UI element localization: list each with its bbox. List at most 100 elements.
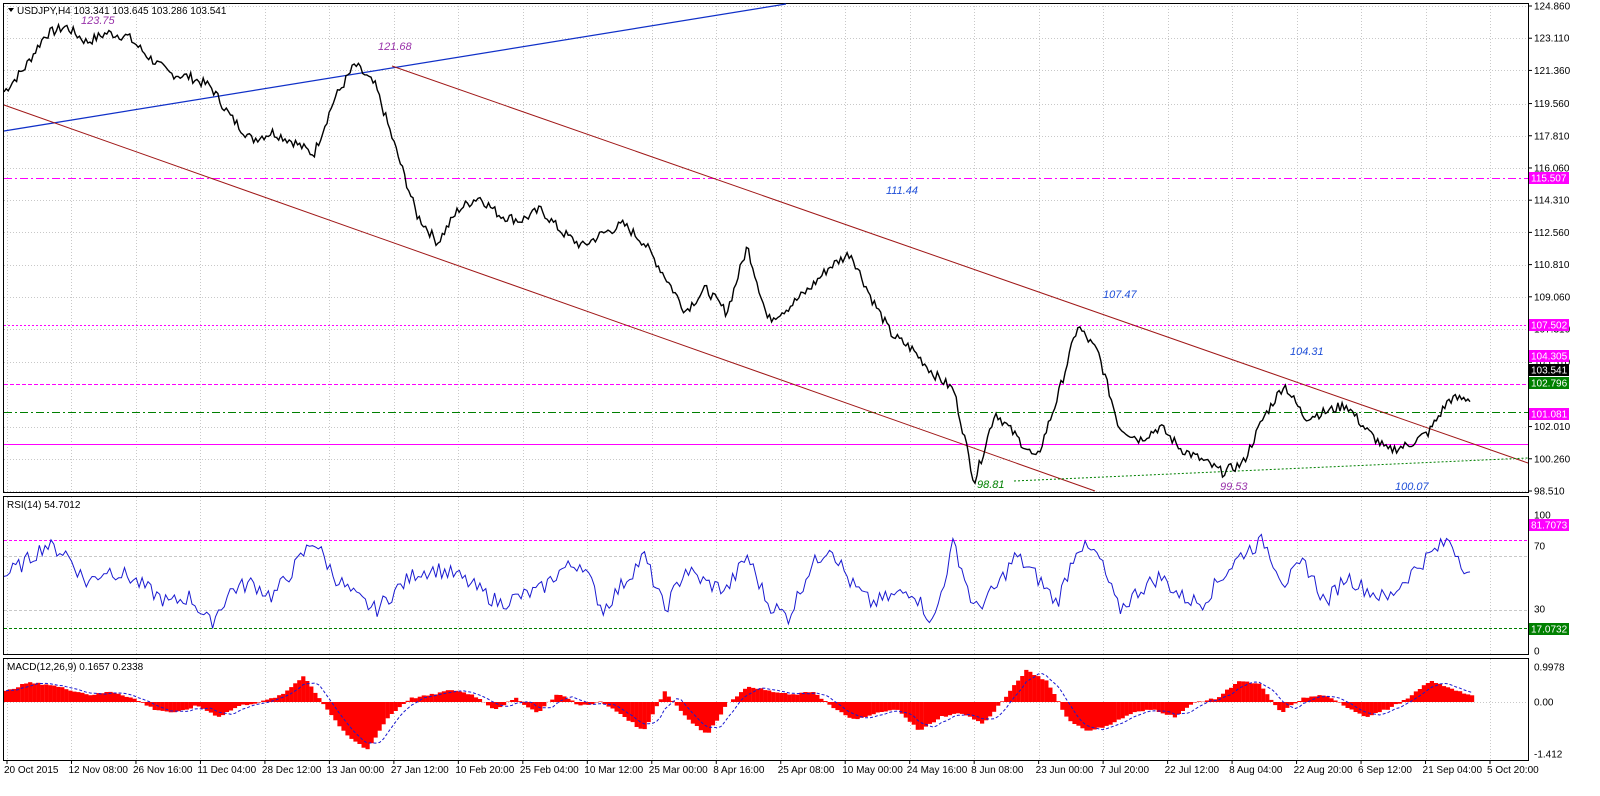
macd-bar [751,687,756,702]
macd-bar [935,702,940,720]
price-tag [1529,364,1569,376]
macd-bar [959,702,965,714]
macd-bar [1265,694,1270,702]
macd-bar [457,691,463,702]
macd-bar [883,702,888,712]
rsi-tag-label: 17.0732 [1531,625,1568,636]
macd-bar [92,694,97,702]
macd-bar [1120,702,1125,719]
x-tick-label: 25 Mar 00:00 [649,765,708,776]
macd-bar [702,702,708,733]
macd-bar [164,702,169,712]
macd-bar [425,695,430,702]
macd-bar [602,702,607,704]
macd-bar [72,691,77,702]
x-tick-label: 10 Mar 12:00 [584,765,643,776]
macd-bar [618,702,623,714]
macd-bar [1309,696,1314,702]
macd-bar [1313,696,1318,702]
macd-bar [1257,683,1262,702]
y-tick-label: 123.110 [1534,34,1570,45]
macd-bar [939,702,944,716]
macd-bar [1462,693,1467,702]
macd-bar [847,702,852,718]
price-annotation: 123.75 [81,15,116,27]
macd-bar [449,690,454,702]
macd-bar [309,686,314,702]
macd-bar [915,702,920,730]
channel-upper-line [391,65,1529,464]
macd-bar [297,680,302,702]
price-tag-label: 115.507 [1531,174,1567,185]
macd-bar [682,702,687,716]
macd-bar [1164,702,1169,715]
y-tick-label: 109.060 [1534,292,1571,303]
macd-bar [433,694,438,702]
macd-bar [172,702,177,713]
macd-bar [763,690,768,702]
macd-bar [48,685,53,702]
macd-bar [510,700,515,702]
macd-bar [887,702,892,711]
macd-bar [152,702,157,710]
macd-bar [265,699,270,702]
macd-bar [735,696,740,702]
macd-bar [518,701,523,702]
macd-bar [759,688,764,702]
macd-bar [401,702,406,704]
macd-bar [1084,702,1089,731]
macd-bar [1144,702,1149,710]
macd-bar [1289,702,1294,706]
macd-bar [80,692,85,702]
macd-bar [228,702,234,711]
macd-bar [1064,702,1069,717]
y-tick-label: 112.560 [1534,228,1570,239]
macd-bar [1377,702,1382,713]
macd-bar [574,702,579,705]
macd-bar [674,702,679,706]
macd-bar [56,686,61,702]
macd-bar [783,693,788,702]
macd-bar [694,702,699,726]
macd-bar [1020,676,1025,702]
macd-bar [771,692,776,702]
x-tick-label: 28 Dec 12:00 [262,765,322,776]
dropdown-arrow-icon[interactable] [8,8,14,12]
macd-bar [1373,702,1378,713]
macd-bar [1172,702,1177,718]
macd-bar [184,702,189,710]
macd-bar [1365,702,1370,717]
macd-bar [1068,702,1073,722]
macd-bar [1060,702,1065,710]
macd-bar [220,702,226,716]
macd-bar [1032,675,1037,702]
macd-bar [192,702,197,706]
macd-bar [566,698,571,702]
macd-bar [598,701,603,702]
macd-bar [224,702,230,712]
macd-bar [1321,695,1326,702]
price-tag [1529,408,1569,420]
macd-bar [1437,683,1443,702]
macd-bar [409,697,414,702]
x-tick-label: 8 Aug 04:00 [1229,765,1283,776]
y-axis: 124.860 123.110 121.360 119.560 117.810 116.0… [1528,2,1571,761]
macd-bar [570,700,575,702]
price-tag [1529,319,1569,331]
price-tag-label: 101.081 [1531,410,1568,421]
macd-bar [4,690,9,702]
macd-bar [301,676,306,702]
macd-bar [678,702,683,711]
macd-bar [317,698,322,702]
macd-bar [1249,683,1254,702]
channel-lower-line [3,104,1096,492]
y-tick-label: 114.310 [1534,196,1570,207]
macd-bar [188,702,193,709]
macd-bar [1369,702,1374,716]
macd-bar [988,702,993,717]
macd-bar [124,696,129,702]
macd-bar [417,696,422,702]
macd-bar [963,702,969,716]
macd-bar [875,702,880,713]
macd-bar [1301,697,1306,702]
